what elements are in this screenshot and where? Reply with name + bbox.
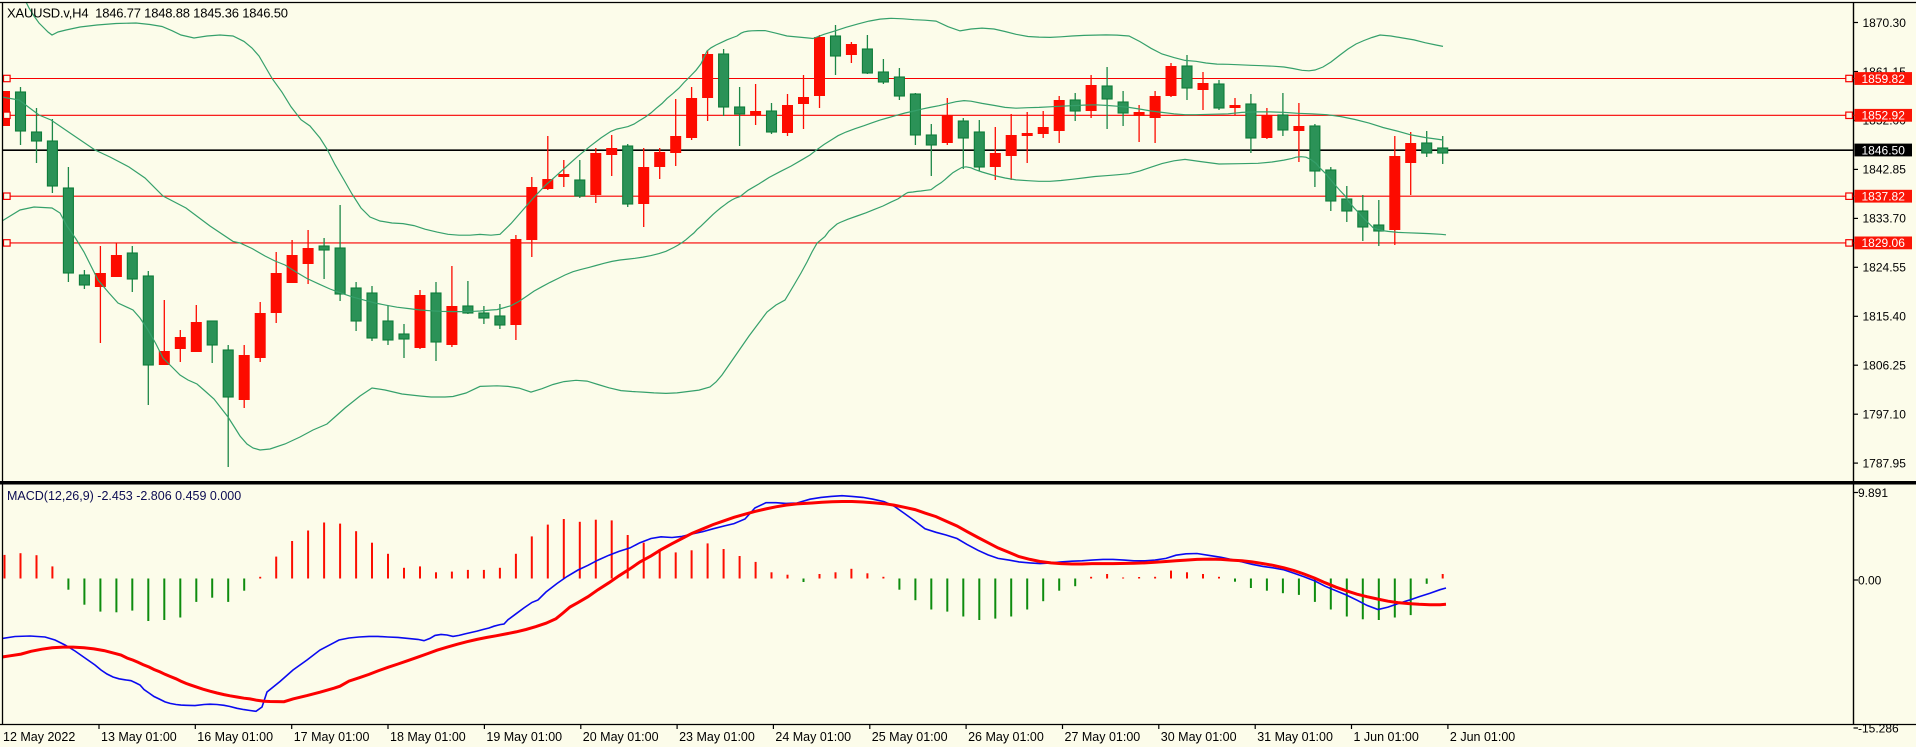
svg-text:19 May 01:00: 19 May 01:00 (486, 730, 562, 744)
svg-text:1829.06: 1829.06 (1862, 236, 1906, 250)
svg-text:1797.10: 1797.10 (1863, 408, 1907, 422)
svg-text:1815.40: 1815.40 (1863, 310, 1907, 324)
svg-text:1859.82: 1859.82 (1862, 72, 1906, 86)
svg-text:1 Jun 01:00: 1 Jun 01:00 (1354, 730, 1419, 744)
svg-text:12 May 2022: 12 May 2022 (3, 730, 75, 744)
svg-text:1870.30: 1870.30 (1863, 16, 1907, 30)
svg-text:1833.70: 1833.70 (1863, 212, 1907, 226)
svg-text:24 May 01:00: 24 May 01:00 (775, 730, 851, 744)
svg-text:17 May 01:00: 17 May 01:00 (294, 730, 370, 744)
svg-text:18 May 01:00: 18 May 01:00 (390, 730, 466, 744)
svg-text:XAUUSD.v,H4 1846.77 1848.88 1: XAUUSD.v,H4 1846.77 1848.88 1845.36 1846… (7, 5, 288, 20)
svg-text:MACD(12,26,9) -2.453 -2.806 0.: MACD(12,26,9) -2.453 -2.806 0.459 0.000 (7, 489, 241, 503)
svg-text:1837.82: 1837.82 (1862, 190, 1906, 204)
svg-text:1787.95: 1787.95 (1863, 456, 1907, 470)
svg-text:-15.286: -15.286 (1858, 721, 1899, 735)
svg-text:25 May 01:00: 25 May 01:00 (872, 730, 948, 744)
svg-text:16 May 01:00: 16 May 01:00 (197, 730, 273, 744)
svg-text:20 May 01:00: 20 May 01:00 (583, 730, 659, 744)
svg-text:1842.85: 1842.85 (1863, 163, 1907, 177)
svg-text:26 May 01:00: 26 May 01:00 (968, 730, 1044, 744)
svg-text:1846.50: 1846.50 (1862, 143, 1906, 157)
svg-text:1824.55: 1824.55 (1863, 261, 1907, 275)
svg-text:1806.25: 1806.25 (1863, 359, 1907, 373)
svg-text:2 Jun 01:00: 2 Jun 01:00 (1450, 730, 1515, 744)
svg-text:9.891: 9.891 (1858, 486, 1888, 500)
svg-text:31 May 01:00: 31 May 01:00 (1257, 730, 1333, 744)
svg-text:23 May 01:00: 23 May 01:00 (679, 730, 755, 744)
svg-text:0.00: 0.00 (1858, 573, 1882, 587)
svg-text:30 May 01:00: 30 May 01:00 (1161, 730, 1237, 744)
svg-text:13 May 01:00: 13 May 01:00 (101, 730, 177, 744)
svg-text:1852.92: 1852.92 (1862, 109, 1906, 123)
svg-text:27 May 01:00: 27 May 01:00 (1065, 730, 1141, 744)
